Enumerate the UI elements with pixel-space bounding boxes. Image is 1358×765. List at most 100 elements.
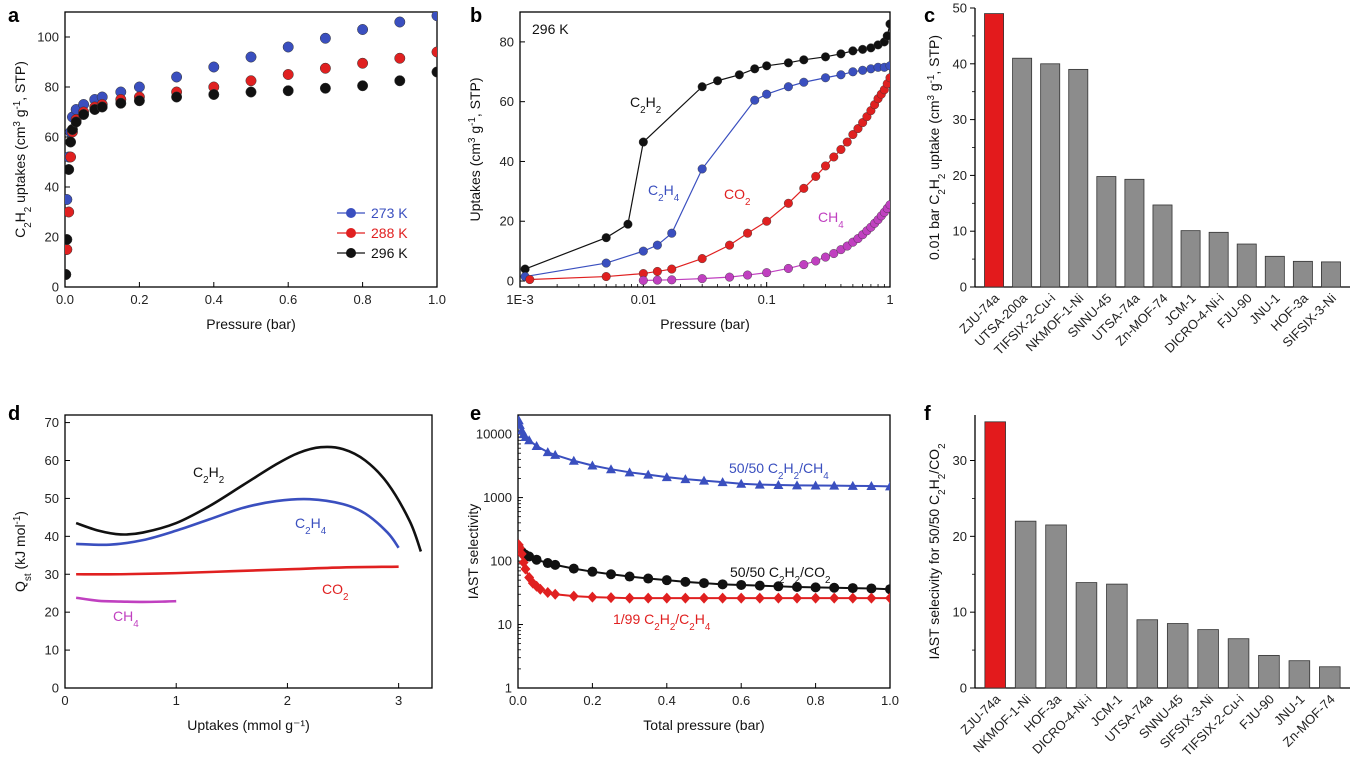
b-xtick-label: 1: [886, 292, 893, 307]
data-point: [643, 469, 654, 479]
bar-UTSA-200a: [1012, 57, 1033, 288]
data-point: [601, 233, 611, 243]
a-ytick-label: 60: [45, 130, 59, 145]
data-point: [96, 101, 108, 113]
data-point: [725, 240, 735, 250]
data-point: [65, 234, 73, 245]
d-xlabel: Uptakes (mmol g⁻¹): [187, 717, 310, 733]
e-xtick-label: 0.6: [732, 693, 750, 708]
data-point: [697, 274, 707, 284]
data-point: [282, 85, 294, 97]
data-point: [885, 481, 890, 491]
data-point: [853, 124, 863, 134]
series-CO₂: [525, 73, 890, 285]
data-point: [587, 591, 598, 603]
data-point: [743, 270, 753, 280]
data-point: [754, 592, 765, 604]
data-point: [520, 563, 531, 575]
data-point: [792, 480, 802, 490]
bar-ZJU-74a: [984, 421, 1006, 689]
bar-TIFSIX-2-Cu-i: [1040, 63, 1061, 288]
data-point: [245, 51, 257, 63]
data-point: [282, 69, 294, 80]
b-ytick-label: 20: [500, 214, 514, 229]
data-point: [713, 76, 723, 86]
d-ytick-label: 50: [45, 491, 59, 506]
b-ytick-label: 0: [507, 274, 514, 289]
a-xtick-label: 0.6: [279, 292, 297, 307]
data-point: [821, 252, 831, 262]
data-point: [885, 73, 890, 83]
data-point: [847, 583, 858, 594]
b-plot-frame: [519, 11, 891, 288]
series-line: [524, 23, 890, 270]
d-ytick-label: 60: [45, 453, 59, 468]
series-C₂H₂: [520, 19, 890, 274]
data-point: [858, 44, 868, 54]
bar-HOF-3a: [1292, 260, 1313, 288]
series-line: [525, 65, 890, 278]
data-point: [829, 152, 839, 162]
data-point: [245, 75, 257, 87]
legend-marker: [346, 208, 356, 218]
c-ytick-label: 30: [953, 112, 967, 127]
series-line: [529, 77, 890, 281]
bar-NKMOF-1-Ni: [1068, 68, 1089, 288]
data-point: [773, 479, 784, 489]
e-ylabel: IAST selectivity: [465, 504, 481, 599]
category-label: FJU-90: [1236, 692, 1277, 733]
data-point: [70, 116, 82, 128]
data-point: [847, 592, 858, 604]
bar-UTSA-74a: [1124, 178, 1145, 288]
temperature-annotation: 296 K: [532, 21, 569, 37]
data-point: [736, 592, 747, 604]
data-point: [762, 61, 772, 71]
data-point: [65, 194, 73, 205]
data-point: [717, 477, 728, 487]
b-ytick-label: 40: [500, 154, 514, 169]
data-point: [736, 579, 747, 590]
data-point: [643, 573, 654, 584]
panel-b: b 1E-3 0.01 0.1 1 0 20 40 60 80 Pressure (bar) Upta…: [467, 5, 894, 332]
panel-label-a: a: [8, 5, 20, 27]
data-point: [848, 130, 858, 140]
data-point: [357, 80, 369, 92]
data-point: [699, 578, 709, 589]
data-point: [357, 24, 369, 35]
data-point: [842, 137, 852, 147]
bar-ZJU-74a: [984, 13, 1004, 288]
panel-label-d: d: [8, 403, 20, 425]
data-point: [606, 592, 616, 604]
bar-JCM-1: [1106, 583, 1128, 689]
bar-JNU-1: [1288, 660, 1311, 689]
data-point: [717, 579, 728, 590]
c-ylabel: 0.01 bar C2H2 uptake (cm3 g-1, STP): [926, 35, 948, 260]
data-point: [799, 260, 809, 270]
data-point: [652, 275, 662, 285]
data-point: [638, 137, 648, 147]
data-point: [743, 228, 753, 238]
a-plot-frame: [64, 11, 438, 288]
data-point: [319, 82, 331, 94]
data-point: [699, 475, 709, 485]
b-ytick-label: 60: [500, 94, 514, 109]
b-xtick-label: 0.1: [758, 292, 776, 307]
data-point: [783, 82, 793, 92]
data-point: [282, 41, 294, 53]
panel-a: a 0.0 0.2 0.4 0.6 0.8 1.0 0 20 40 60 80 100 Pressure …: [8, 5, 446, 332]
data-point: [734, 70, 744, 80]
data-point: [133, 81, 145, 93]
data-point: [736, 478, 747, 488]
data-point: [606, 569, 616, 580]
b-xlabel: Pressure (bar): [660, 316, 749, 332]
bar-NKMOF-1-Ni: [1014, 520, 1037, 689]
d-ytick-label: 40: [45, 529, 59, 544]
panel-e: e 0.0 0.2 0.4 0.6 0.8 1.0 1 10 100 1000 10000 Total …: [465, 403, 899, 733]
data-point: [431, 12, 437, 22]
data-point: [866, 481, 877, 491]
data-point: [725, 272, 735, 282]
series-label: 1/99 C2H2/C2H4: [613, 611, 711, 633]
f-ytick-label: 30: [953, 453, 967, 468]
bar-FJU-90: [1236, 243, 1257, 288]
data-point: [717, 592, 728, 604]
